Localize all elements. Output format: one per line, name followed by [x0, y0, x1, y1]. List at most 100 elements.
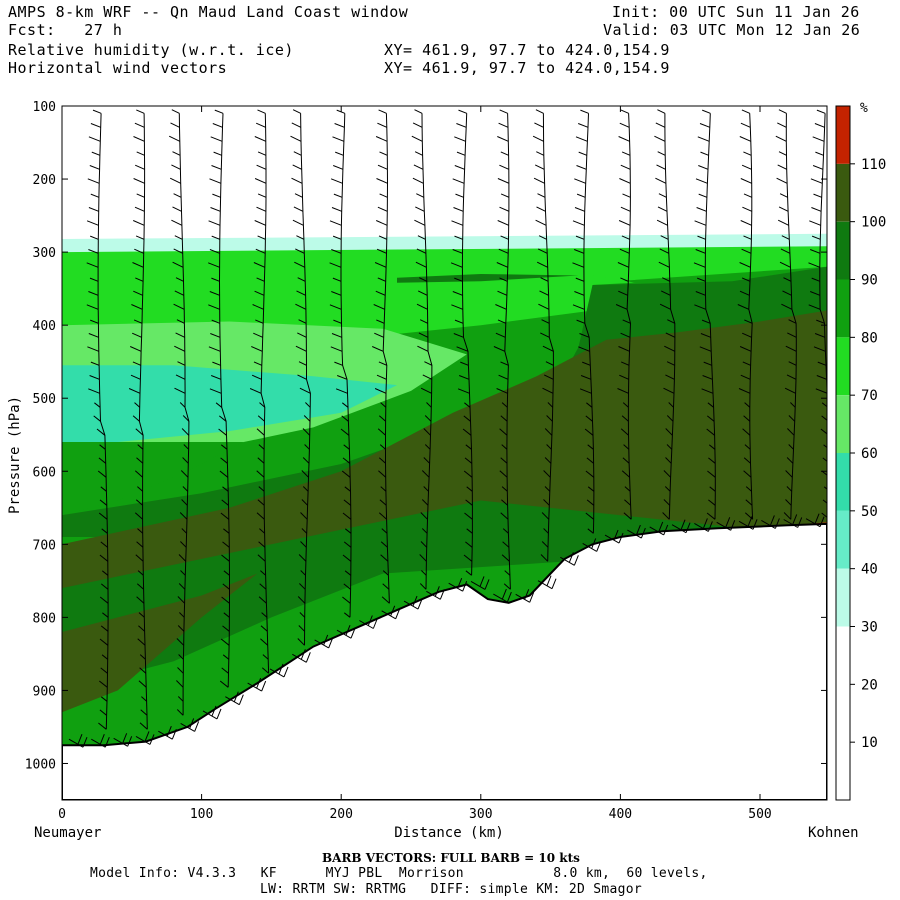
barb-flag — [574, 291, 585, 296]
barb-flag — [537, 193, 546, 198]
barb-flag — [294, 261, 306, 268]
barb-flag — [534, 122, 544, 128]
surface-barb — [738, 516, 758, 530]
barb-flag — [619, 178, 631, 184]
barb-flag — [411, 135, 423, 142]
barb-shaft — [292, 653, 307, 663]
barb-flag — [135, 164, 145, 170]
barb-flag — [535, 109, 544, 114]
barb-flag — [501, 554, 510, 562]
barb-flag — [811, 207, 822, 212]
barb-flag — [502, 528, 509, 534]
barb-flag — [132, 332, 142, 338]
barb-column-405 — [615, 109, 632, 520]
barb-shaft — [805, 518, 821, 528]
barb-flag — [98, 512, 108, 520]
surface-barb — [493, 588, 512, 603]
model-info-line-2: LW: RRTM SW: RRTMG DIFF: simple KM: 2D S… — [260, 882, 642, 897]
barb-flag — [299, 612, 306, 618]
barb-flag — [98, 722, 107, 730]
colorbar-band-10 — [836, 163, 850, 222]
barb-flag — [381, 596, 390, 604]
barb-column-173 — [290, 109, 311, 646]
barb-flag — [416, 248, 427, 254]
barb-flag — [138, 680, 147, 688]
barb-column-28 — [86, 109, 109, 730]
barb-flag — [132, 415, 140, 422]
barb-flag — [378, 415, 386, 422]
barb-flag — [211, 165, 222, 170]
barb-flag — [541, 512, 550, 520]
barb-flag — [177, 625, 185, 632]
barb-flag — [585, 415, 593, 422]
barb-flag — [377, 277, 386, 282]
barb-flag — [414, 151, 423, 156]
barb-flag — [258, 541, 266, 548]
barb-flag — [542, 387, 554, 394]
barb-flag — [777, 164, 787, 170]
barb-flag — [421, 499, 429, 506]
barb-flag — [617, 388, 629, 394]
colorbar-label: 40 — [861, 562, 878, 578]
barb-flag — [814, 513, 820, 524]
barb-flag — [658, 193, 667, 198]
barb-flag — [462, 428, 472, 436]
barb-flag — [254, 290, 265, 296]
barb-column-202 — [329, 109, 352, 618]
colorbar-band-7 — [836, 337, 850, 396]
barb-flag — [821, 415, 827, 421]
barb-flag — [815, 388, 827, 394]
surface-barb — [202, 705, 222, 720]
surface-barb — [805, 513, 825, 528]
barb-flag — [456, 123, 467, 128]
barb-flag — [261, 680, 267, 692]
barb-flag — [260, 570, 266, 576]
barb-flag — [817, 361, 827, 366]
barb-flag — [182, 486, 189, 492]
barb-flag — [788, 361, 797, 366]
barb-flag — [465, 444, 472, 450]
barb-flag — [463, 415, 471, 422]
barb-flag — [540, 332, 550, 338]
barb-flag — [708, 499, 716, 506]
barb-flag — [424, 444, 431, 450]
barb-flag — [740, 374, 751, 380]
barb-flag — [252, 304, 264, 310]
barb-flag — [586, 402, 593, 408]
barb-flag — [623, 512, 632, 520]
barb-flag — [785, 499, 792, 506]
colorbar-label: 70 — [861, 388, 878, 404]
barb-flag — [619, 122, 630, 128]
barb-flag — [417, 345, 429, 352]
barb-flag — [747, 516, 753, 527]
barb-shaft — [202, 710, 218, 720]
barb-flag — [136, 583, 144, 590]
barb-flag — [698, 165, 709, 170]
barb-flag — [535, 219, 547, 226]
surface-barb — [381, 605, 401, 620]
surface-barb — [180, 718, 200, 732]
barb-flag — [262, 654, 269, 660]
barb-flag — [172, 151, 181, 156]
barb-flag — [254, 136, 266, 142]
barb-flag — [823, 486, 827, 490]
barb-flag — [331, 249, 342, 254]
barb-flag — [175, 332, 185, 338]
barb-flag — [332, 136, 345, 142]
barb-flag — [182, 415, 190, 422]
barb-flag — [331, 291, 342, 296]
barb-flag — [658, 261, 670, 268]
barb-flag — [742, 361, 751, 366]
surface-barb — [91, 734, 110, 748]
barb-flag — [294, 193, 303, 198]
barb-flag — [479, 576, 485, 587]
barb-flag — [742, 206, 752, 212]
barb-flag — [587, 528, 594, 534]
barb-flag — [419, 583, 427, 590]
barb-flag — [334, 361, 343, 366]
barb-flag — [740, 122, 751, 128]
barb-flag — [135, 554, 144, 562]
barb-column-115 — [208, 109, 230, 688]
barb-flag — [579, 388, 592, 394]
